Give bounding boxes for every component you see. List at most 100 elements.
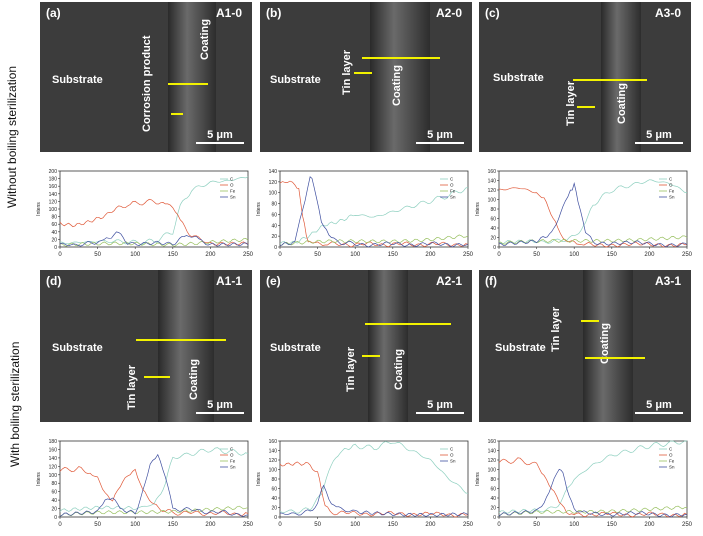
x-tick-label: 100: [569, 522, 580, 528]
series-line-c: [498, 179, 687, 244]
x-tick-label: 150: [168, 522, 179, 528]
y-tick-label: 140: [269, 169, 278, 175]
x-tick-label: 250: [682, 252, 693, 258]
coating-label: Coating: [616, 83, 628, 124]
y-tick-label: 80: [490, 207, 496, 213]
y-tick-label: 60: [271, 212, 277, 218]
coating-label: Coating: [391, 65, 403, 106]
y-tick-label: 120: [49, 464, 58, 470]
line-scan-chart-e: 0 20 40 60 80 100 120 140 160 0 50 100 150 200 250 Inte…: [256, 439, 474, 528]
x-tick-label: 0: [278, 522, 282, 528]
y-tick-label: 120: [488, 188, 497, 194]
x-tick-label: 150: [607, 522, 618, 528]
substrate-label: Substrate: [52, 342, 103, 354]
y-tick-label: 60: [490, 487, 496, 493]
scan-line: [573, 79, 647, 81]
x-tick-label: 250: [243, 252, 254, 258]
y-tick-label: 20: [51, 507, 57, 513]
y-tick-label: 0: [274, 515, 277, 521]
series-line-o: [498, 187, 688, 248]
sample-id: A2-0: [435, 6, 462, 20]
y-tick-label: 140: [49, 456, 58, 462]
line-scan-chart-f: 0 20 40 60 80 100 120 140 160 0 50 100 150 200 250 Inte…: [475, 439, 693, 528]
x-tick-label: 200: [644, 522, 655, 528]
y-tick-label: 140: [49, 192, 58, 198]
series-line-sn: [279, 484, 469, 517]
y-tick-label: 160: [49, 184, 58, 190]
series-line-o: [59, 466, 249, 517]
sem-panel-e: (e) A2-1 Substrate Coating Tin layer 5 μ…: [260, 270, 472, 422]
arrow-marker: [362, 355, 380, 357]
x-tick-label: 50: [314, 522, 321, 528]
y-axis-label: Intens: [256, 472, 262, 486]
y-tick-label: 20: [271, 234, 277, 240]
scan-line: [136, 339, 226, 341]
x-tick-label: 0: [497, 522, 501, 528]
x-tick-label: 100: [350, 522, 361, 528]
x-tick-label: 50: [533, 522, 540, 528]
y-tick-label: 140: [269, 449, 278, 455]
series-line-c: [59, 176, 249, 245]
panel-letter: (f): [485, 274, 497, 288]
legend-label: O: [450, 453, 454, 458]
x-tick-label: 200: [644, 252, 655, 258]
legend-label: C: [230, 177, 234, 182]
series-line-sn: [279, 176, 469, 248]
series-line-c: [279, 441, 469, 514]
scale-label: 5 μm: [207, 129, 233, 141]
series-line-o: [59, 198, 249, 246]
panel-letter: (e): [266, 274, 281, 288]
legend-label: Sn: [230, 195, 236, 200]
legend-label: Sn: [450, 195, 456, 200]
scale-bar: 5 μm: [635, 399, 683, 414]
tin-layer-label: Tin layer: [550, 306, 562, 352]
legend-label: Sn: [230, 465, 236, 470]
series-line-fe: [279, 234, 469, 247]
y-tick-label: 60: [51, 222, 57, 228]
sem-panel-f: (f) A3-1 Substrate Coating Tin layer 5 μ…: [479, 270, 691, 422]
x-tick-label: 250: [682, 522, 693, 528]
y-axis-label: Intens: [475, 202, 481, 216]
series-line-c: [279, 186, 469, 246]
y-tick-label: 200: [49, 169, 58, 175]
panel-letter: (b): [266, 6, 282, 20]
y-tick-label: 20: [490, 236, 496, 242]
x-tick-label: 200: [425, 252, 436, 258]
legend-label: C: [669, 177, 673, 182]
scale-label: 5 μm: [646, 399, 672, 411]
legend-label: Fe: [230, 189, 236, 194]
scan-line: [585, 357, 645, 359]
series-line-sn: [498, 182, 688, 247]
plot-frame: [59, 170, 249, 248]
series-line-fe: [498, 505, 688, 517]
x-tick-label: 250: [463, 522, 474, 528]
sample-id: A3-1: [654, 274, 681, 288]
series-line-fe: [59, 505, 249, 517]
line-scan-chart-d: 0 20 40 60 80 100 120 140 160 180 0 50 100 150 200 250 I…: [36, 439, 254, 528]
series-line-c: [59, 447, 249, 512]
y-tick-label: 180: [49, 439, 58, 445]
y-tick-label: 80: [271, 477, 277, 483]
y-tick-label: 140: [488, 179, 497, 185]
corrosion-product-label: Corrosion product: [141, 35, 153, 132]
x-tick-label: 50: [94, 522, 101, 528]
y-tick-label: 180: [49, 177, 58, 183]
y-tick-label: 40: [490, 496, 496, 502]
y-tick-label: 40: [51, 498, 57, 504]
y-tick-label: 80: [271, 202, 277, 208]
x-tick-label: 100: [130, 522, 141, 528]
sem-panel-d: (d) A1-1 Substrate Coating Tin layer 5 μ…: [40, 270, 252, 422]
scale-label: 5 μm: [427, 399, 453, 411]
arrow-marker: [171, 113, 183, 115]
sem-panel-b: (b) A2-0 Substrate Coating Tin layer 5 μ…: [260, 2, 472, 152]
x-tick-label: 0: [58, 522, 62, 528]
y-tick-label: 60: [490, 217, 496, 223]
legend-label: C: [230, 447, 234, 452]
legend-label: O: [669, 453, 673, 458]
y-tick-label: 140: [488, 449, 497, 455]
coating-label: Coating: [199, 19, 211, 60]
scale-bar: 5 μm: [196, 129, 244, 144]
y-tick-label: 0: [493, 515, 496, 521]
substrate-label: Substrate: [52, 74, 103, 86]
